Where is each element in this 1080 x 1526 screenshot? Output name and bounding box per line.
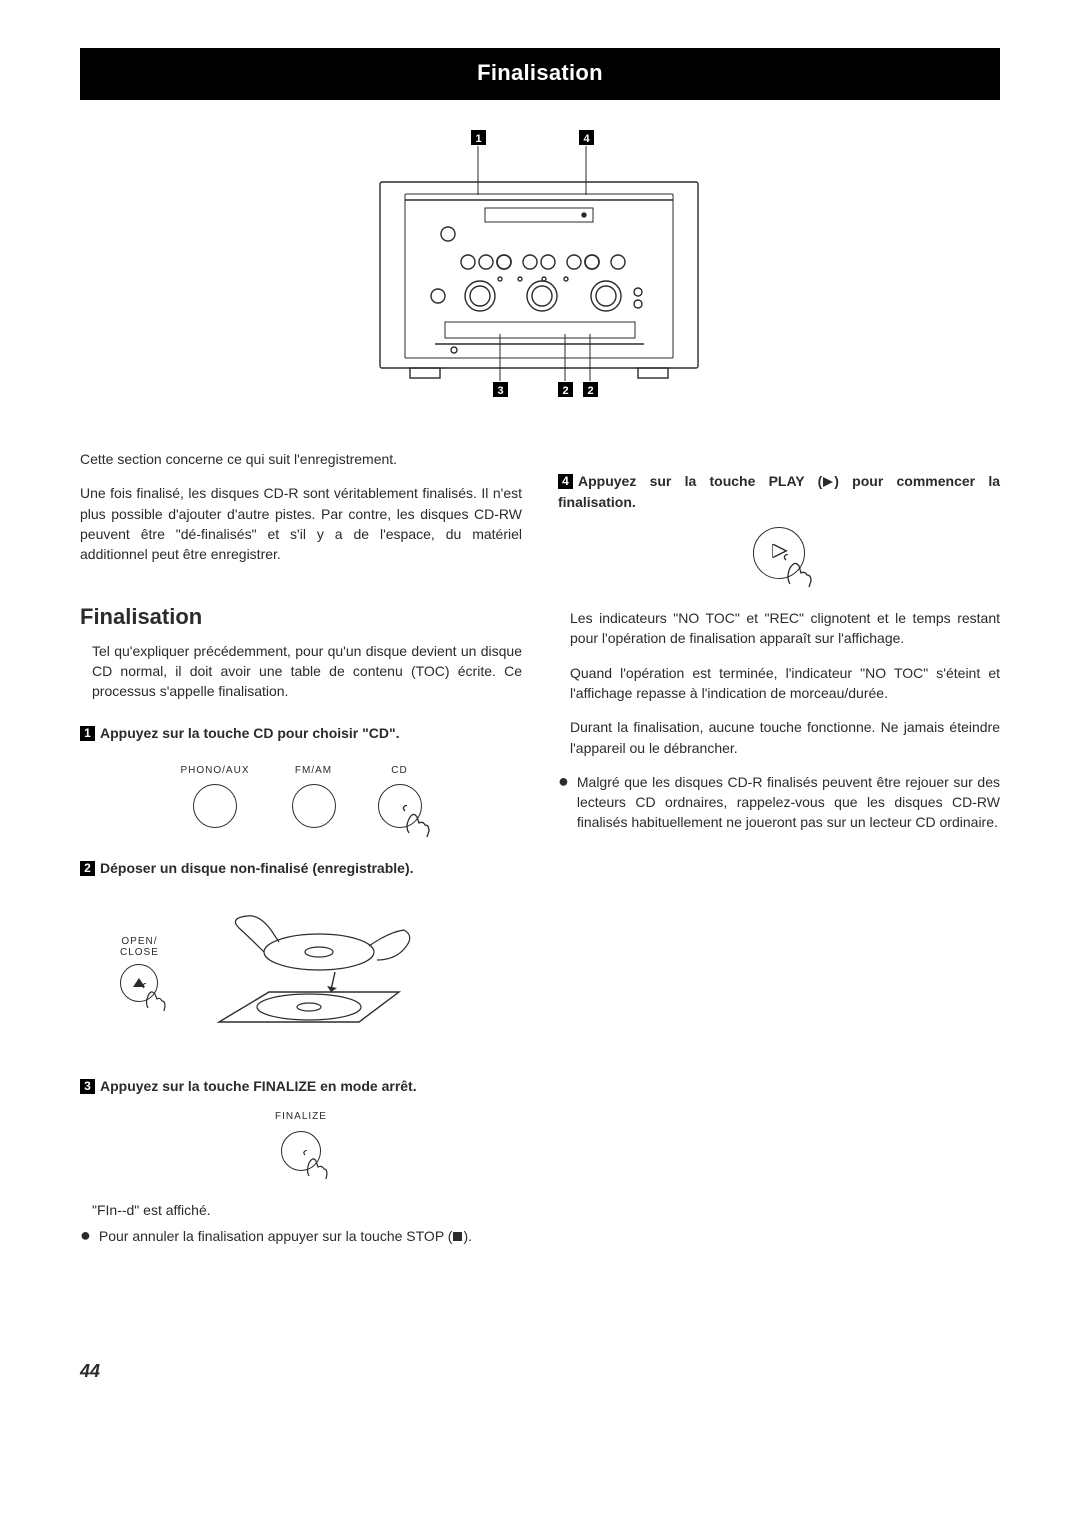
phono-aux-button: PHONO/AUX (180, 764, 249, 834)
page-title: Finalisation (80, 48, 1000, 100)
callout-2a: 2 (558, 382, 573, 397)
step-3-bullet: ● Pour annuler la finalisation appuyer s… (80, 1226, 522, 1247)
callout-4: 4 (579, 130, 594, 145)
step-3-heading: 3 Appuyez sur la touche FINALIZE en mode … (80, 1076, 522, 1096)
step-1-figure: PHONO/AUX FM/AM CD (80, 758, 522, 834)
open-close-button: OPEN/CLOSE (120, 936, 159, 1007)
device-diagram: 1 4 3 2 2 (80, 124, 1000, 409)
stereo-device-svg: 1 4 3 2 2 (330, 124, 750, 404)
finger-tap-icon (139, 983, 169, 1013)
intro-paragraph: Une fois finalisé, les disques CD-R sont… (80, 483, 522, 564)
step-1-num: 1 (80, 726, 95, 741)
page-number: 44 (80, 1358, 1000, 1384)
finger-tap-icon (300, 1150, 332, 1182)
step-2-num: 2 (80, 861, 95, 876)
step-4-text-a: Appuyez sur la touche PLAY ( (578, 473, 822, 489)
insert-disc-illustration (199, 892, 419, 1052)
step-4-num: 4 (558, 474, 573, 489)
svg-text:3: 3 (497, 385, 503, 397)
right-column: 4Appuyez sur la touche PLAY () pour comm… (558, 449, 1000, 1257)
finalize-button: FINALIZE (80, 1110, 522, 1176)
fm-am-button: FM/AM (292, 764, 336, 834)
bullet-dot-icon: ● (558, 772, 569, 833)
step-2-figure: OPEN/CLOSE (120, 892, 522, 1052)
callout-2b: 2 (583, 382, 598, 397)
svg-text:4: 4 (583, 133, 590, 145)
play-icon (822, 472, 834, 492)
left-column: Cette section concerne ce qui suit l'enr… (80, 449, 522, 1257)
svg-text:2: 2 (562, 385, 568, 397)
step-1-text: Appuyez sur la touche CD pour choisir "C… (100, 725, 400, 741)
step-4-p3: Durant la finalisation, aucune touche fo… (570, 717, 1000, 758)
step-1-heading: 1 Appuyez sur la touche CD pour choisir "… (80, 723, 522, 743)
step-2-text: Déposer un disque non-finalisé (enregist… (100, 860, 414, 876)
step-4-p1: Les indicateurs "NO TOC" et "REC" cligno… (570, 608, 1000, 649)
section-intro: Tel qu'expliquer précédemment, pour qu'u… (92, 641, 522, 702)
callout-3: 3 (493, 382, 508, 397)
intro-line-1: Cette section concerne ce qui suit l'enr… (80, 449, 522, 469)
cd-button: CD (378, 764, 422, 834)
svg-text:2: 2 (587, 385, 593, 397)
bullet-dot-icon: ● (80, 1226, 91, 1247)
play-button (753, 527, 805, 579)
step-3-note: "FIn--d" est affiché. (92, 1200, 522, 1220)
cd-label: CD (378, 764, 422, 779)
step-4-bullet: ● Malgré que les disques CD-R finalisés … (558, 772, 1000, 833)
step-4-figure (558, 527, 1000, 584)
step-2-heading: 2 Déposer un disque non-finalisé (enregis… (80, 858, 522, 878)
finalize-label: FINALIZE (80, 1110, 522, 1125)
step-4-heading: 4Appuyez sur la touche PLAY () pour comm… (558, 471, 1000, 513)
section-heading: Finalisation (80, 601, 522, 633)
stop-icon (452, 1227, 463, 1247)
step-4-p2: Quand l'opération est terminée, l'indica… (570, 663, 1000, 704)
callout-1: 1 (471, 130, 486, 145)
phono-aux-label: PHONO/AUX (180, 764, 249, 779)
finger-tap-icon (399, 805, 433, 839)
open-close-label: OPEN/CLOSE (120, 936, 159, 958)
fm-am-label: FM/AM (292, 764, 336, 779)
step-3-text: Appuyez sur la touche FINALIZE en mode a… (100, 1078, 417, 1094)
step-3-num: 3 (80, 1079, 95, 1094)
finger-tap-icon (780, 554, 816, 590)
step-3-figure: FINALIZE (80, 1110, 522, 1176)
svg-text:1: 1 (475, 133, 481, 145)
